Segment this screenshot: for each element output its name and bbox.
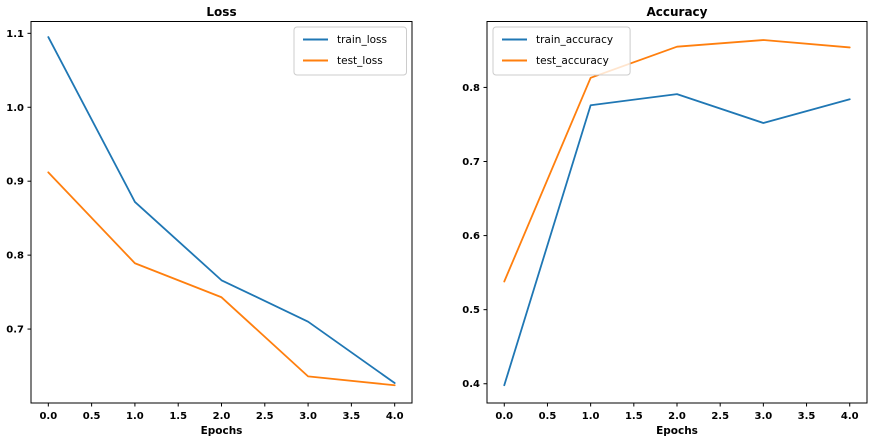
x-tick-label: 0.5	[83, 411, 101, 422]
x-tick-label: 0.0	[495, 411, 513, 422]
y-tick-label: 0.7	[6, 325, 24, 336]
axes-frame	[486, 21, 868, 404]
x-tick-label: 1.0	[126, 411, 144, 422]
x-tick-label: 3.5	[343, 411, 361, 422]
x-tick-label: 1.5	[625, 411, 643, 422]
train_loss-line	[47, 36, 396, 384]
y-tick-label: 1.1	[6, 29, 24, 40]
x-tick-label: 0.0	[39, 411, 57, 422]
x-tick-label: 4.0	[386, 411, 404, 422]
x-axis-label: Epochs	[201, 425, 243, 437]
legend-label-train_accuracy: train_accuracy	[536, 34, 613, 46]
y-tick-label: 1.0	[6, 103, 24, 114]
y-tick-label: 0.9	[6, 177, 24, 188]
loss-subplot: 0.0 0.5 1.0 1.5 2.0 2.5 3.0 3.5 4.0 0.7 0.8 0.9 1.0 1…	[6, 5, 413, 437]
y-tick-label: 0.6	[462, 231, 480, 242]
legend-label-test_accuracy: test_accuracy	[536, 55, 609, 67]
x-tick-label: 3.0	[755, 411, 773, 422]
x-axis-label: Epochs	[656, 425, 698, 437]
train_accuracy-line	[503, 93, 851, 387]
legend-label-train_loss: train_loss	[337, 34, 387, 46]
test_accuracy-line	[503, 39, 851, 283]
legend: train_loss test_loss	[293, 26, 407, 76]
subplot-title: Accuracy	[646, 5, 707, 19]
legend-label-test_loss: test_loss	[337, 55, 383, 67]
x-tick-label: 0.5	[539, 411, 557, 422]
x-tick-label: 1.0	[582, 411, 600, 422]
y-tick-label: 0.8	[6, 251, 24, 262]
accuracy-subplot: 0.0 0.5 1.0 1.5 2.0 2.5 3.0 3.5 4.0 0.4 0.5 0.6 0.7 0…	[462, 5, 868, 437]
y-tick-label: 0.7	[462, 157, 480, 168]
y-tick-label: 0.5	[462, 305, 480, 316]
legend-frame	[492, 26, 631, 76]
x-tick-label: 2.5	[256, 411, 274, 422]
x-tick-label: 4.0	[841, 411, 859, 422]
y-tick-label: 0.4	[462, 379, 480, 390]
x-tick-label: 2.5	[711, 411, 729, 422]
subplot-title: Loss	[206, 5, 236, 19]
legend: train_accuracy test_accuracy	[492, 26, 631, 76]
x-tick-label: 2.0	[668, 411, 686, 422]
y-tick-label: 0.8	[462, 83, 480, 94]
x-tick-label: 1.5	[169, 411, 187, 422]
axes-frame	[30, 21, 413, 404]
x-tick-label: 2.0	[213, 411, 231, 422]
test_loss-line	[47, 171, 396, 387]
x-tick-label: 3.0	[299, 411, 317, 422]
x-tick-label: 3.5	[798, 411, 816, 422]
